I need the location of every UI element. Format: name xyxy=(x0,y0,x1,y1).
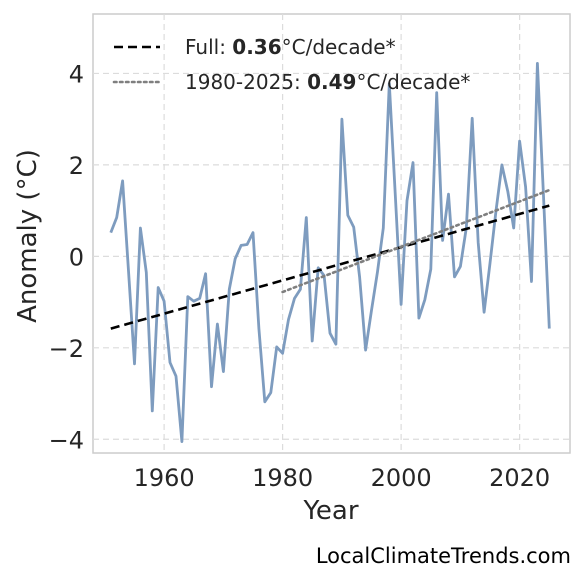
legend: Full: 0.36°C/decade*1980-2025: 0.49°C/de… xyxy=(112,35,470,94)
watermark-text: LocalClimateTrends.com xyxy=(315,544,571,568)
x-tick-label: 1960 xyxy=(134,464,195,492)
grid-lines xyxy=(93,14,570,453)
legend-prefix: Full: xyxy=(185,35,232,59)
y-tick-label: −4 xyxy=(49,426,84,454)
legend-prefix: 1980-2025: xyxy=(185,70,307,94)
x-tick-label: 2000 xyxy=(371,464,432,492)
legend-value: 0.36 xyxy=(232,35,281,59)
y-tick-label: 4 xyxy=(69,60,84,88)
anomaly-series-line xyxy=(109,62,551,444)
full-trend-line xyxy=(110,204,550,330)
recent-trend-line xyxy=(281,188,551,294)
legend-suffix: °C/decade* xyxy=(282,35,396,59)
tick-labels: 1960 1980 2000 2020 −4 −2 0 2 4 xyxy=(49,60,551,492)
y-tick-label: −2 xyxy=(49,335,84,363)
legend-value: 0.49 xyxy=(307,70,356,94)
y-tick-label: 2 xyxy=(69,152,84,180)
x-tick-label: 2020 xyxy=(489,464,550,492)
legend-label: 1980-2025: 0.49°C/decade* xyxy=(185,70,470,94)
legend-label: Full: 0.36°C/decade* xyxy=(185,35,396,59)
y-tick-label: 0 xyxy=(69,243,84,271)
plot-area xyxy=(92,13,571,454)
legend-suffix: °C/decade* xyxy=(356,70,470,94)
series-lines xyxy=(109,62,551,444)
x-tick-label: 1980 xyxy=(252,464,313,492)
x-axis-label: Year xyxy=(302,496,358,526)
y-axis-label: Anomaly (°C) xyxy=(13,149,43,323)
